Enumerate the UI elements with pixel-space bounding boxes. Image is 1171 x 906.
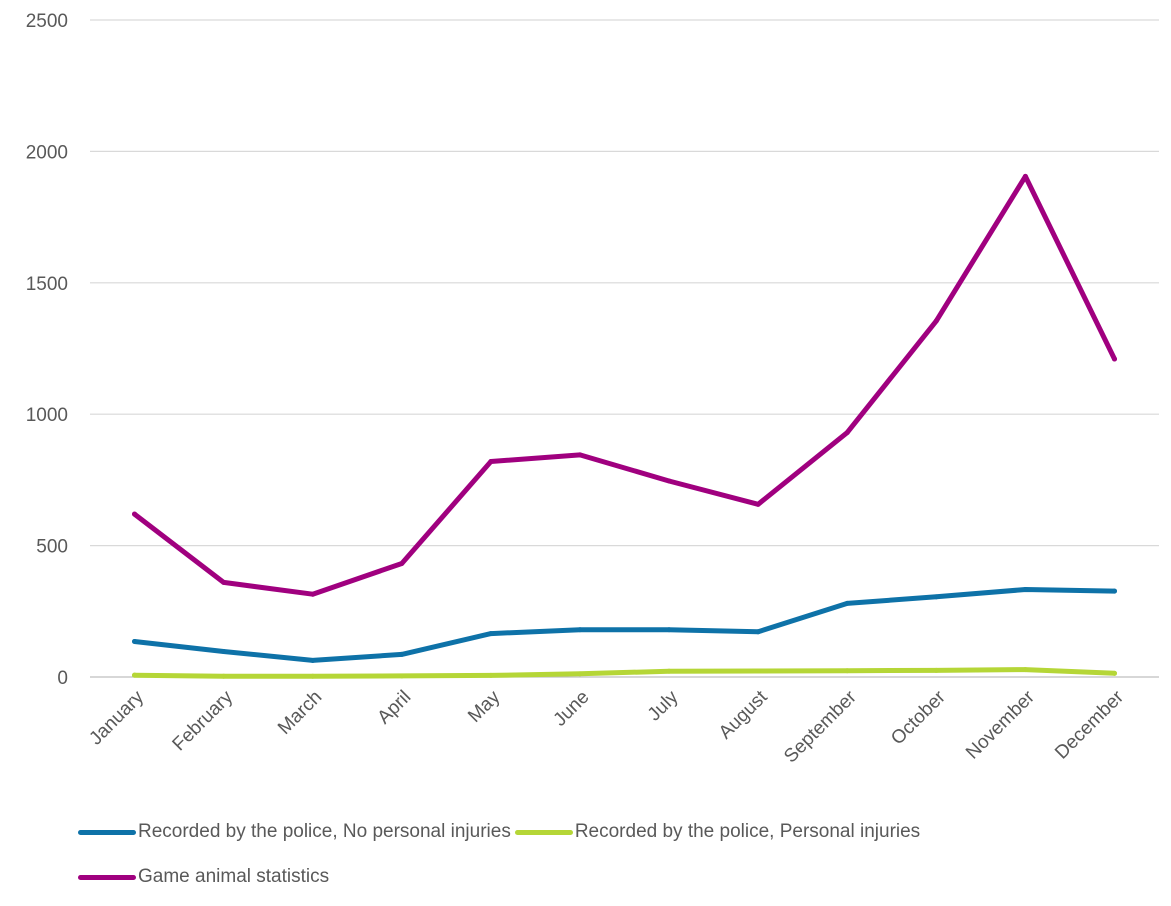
data-point	[666, 478, 672, 484]
x-axis-tick-labels: January February March April May June July Augu…	[85, 686, 1128, 767]
data-point	[399, 560, 405, 566]
series-line-0	[132, 587, 1117, 663]
data-point	[1022, 667, 1028, 673]
data-point	[933, 318, 939, 324]
data-point	[221, 579, 227, 585]
data-point	[399, 673, 405, 679]
data-point	[1111, 356, 1117, 362]
y-tick-label: 0	[57, 668, 68, 689]
data-point	[755, 501, 761, 507]
legend-label: Recorded by the police, No personal inju…	[138, 821, 511, 842]
data-point	[844, 430, 850, 436]
x-tick-label: December	[1051, 686, 1128, 763]
data-point	[1022, 173, 1028, 179]
data-point	[310, 657, 316, 663]
legend-item-game-animal: Game animal statistics	[78, 866, 329, 888]
data-point	[1111, 670, 1117, 676]
y-tick-label: 2500	[26, 11, 68, 32]
series-lines	[132, 173, 1117, 679]
legend-swatch	[514, 829, 573, 835]
data-point	[1111, 588, 1117, 594]
data-point	[221, 673, 227, 679]
x-tick-label: February	[169, 686, 238, 755]
legend-item-no-injuries: Recorded by the police, No personal inju…	[78, 821, 511, 843]
x-tick-label: October	[887, 686, 950, 749]
legend-label: Game animal statistics	[138, 866, 330, 887]
legend-item-personal-injuries: Recorded by the police, Personal injurie…	[514, 821, 921, 843]
legend-row: Game animal statistics	[78, 861, 1138, 893]
y-tick-label: 1500	[26, 274, 68, 295]
x-tick-label: November	[962, 686, 1039, 763]
line-chart: 0 500 1000 1500 2000 2500 January February Marc…	[26, 11, 1159, 767]
data-point	[221, 649, 227, 655]
data-point	[755, 668, 761, 674]
y-tick-label: 1000	[26, 405, 68, 426]
data-point	[310, 591, 316, 597]
data-point	[488, 672, 494, 678]
legend-row: Recorded by the police, No personal inju…	[78, 816, 1138, 848]
data-point	[666, 627, 672, 633]
x-tick-label: September	[780, 686, 861, 767]
data-point	[132, 511, 138, 517]
series-line-2	[132, 173, 1117, 597]
y-axis-tick-labels: 0 500 1000 1500 2000 2500	[26, 11, 68, 689]
data-point	[399, 651, 405, 657]
data-point	[577, 671, 583, 677]
data-point	[577, 452, 583, 458]
data-point	[488, 459, 494, 465]
legend-swatch	[78, 829, 136, 835]
data-point	[132, 672, 138, 678]
legend: Recorded by the police, No personal inju…	[78, 816, 1138, 906]
x-tick-label: January	[85, 686, 148, 749]
data-point	[844, 600, 850, 606]
data-point	[488, 631, 494, 637]
legend-swatch	[78, 874, 136, 880]
data-point	[844, 668, 850, 674]
data-point	[132, 639, 138, 645]
x-tick-label: April	[374, 687, 416, 729]
data-point	[666, 668, 672, 674]
gridlines	[90, 19, 1159, 678]
data-point	[755, 629, 761, 635]
x-tick-label: May	[464, 686, 505, 727]
data-point	[310, 673, 316, 679]
legend-label: Recorded by the police, Personal injurie…	[574, 821, 921, 842]
data-point	[933, 594, 939, 600]
data-point	[577, 627, 583, 633]
series-line-1	[132, 667, 1117, 679]
data-point	[1022, 586, 1028, 592]
x-tick-label: July	[644, 686, 683, 725]
y-tick-label: 500	[36, 537, 68, 558]
data-point	[933, 667, 939, 673]
y-tick-label: 2000	[26, 142, 68, 163]
x-tick-label: August	[715, 686, 772, 743]
x-tick-label: June	[550, 687, 594, 731]
x-tick-label: March	[274, 687, 326, 739]
